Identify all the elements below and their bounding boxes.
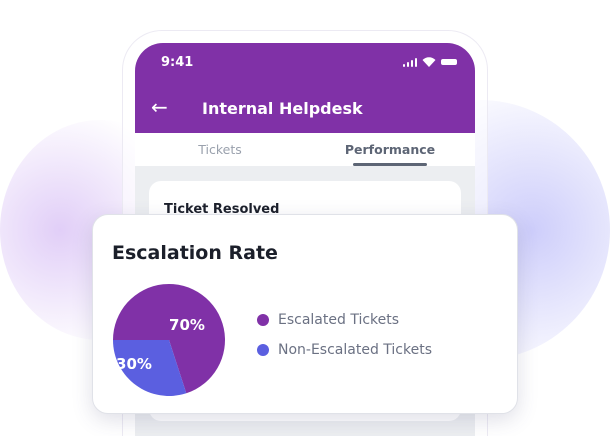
arrow-left-icon[interactable]: ← <box>151 95 168 119</box>
app-header: 9:41 ← Internal Helpdesk <box>135 43 475 133</box>
wifi-icon <box>422 57 436 67</box>
legend-dot <box>257 344 269 356</box>
pie-data-label: 70% <box>169 316 205 334</box>
legend-item-non-escalated: Non-Escalated Tickets <box>257 335 432 365</box>
tab-performance[interactable]: Performance <box>305 133 475 166</box>
signal-icon <box>402 57 417 67</box>
pie-chart: 70% 30% <box>113 284 225 396</box>
card-title: Ticket Resolved <box>164 202 280 217</box>
legend-dot <box>257 314 269 326</box>
tab-bar: Tickets Performance <box>135 133 475 166</box>
status-time: 9:41 <box>161 55 194 70</box>
legend-item-escalated: Escalated Tickets <box>257 305 432 335</box>
legend-label: Escalated Tickets <box>278 312 400 328</box>
chart-legend: Escalated Tickets Non-Escalated Tickets <box>257 305 432 365</box>
battery-icon <box>441 59 457 65</box>
status-icons <box>402 57 457 67</box>
legend-label: Non-Escalated Tickets <box>278 342 432 358</box>
escalation-rate-card: Escalation Rate 70% 30% Escalated Tickets… <box>92 214 518 414</box>
pie-data-label: 30% <box>116 355 152 373</box>
pie-slice-non-escalated <box>113 340 187 396</box>
chart-title: Escalation Rate <box>112 242 278 264</box>
page-title: Internal Helpdesk <box>202 99 363 118</box>
tab-tickets[interactable]: Tickets <box>198 142 242 157</box>
pie-slice-escalated <box>113 284 225 394</box>
